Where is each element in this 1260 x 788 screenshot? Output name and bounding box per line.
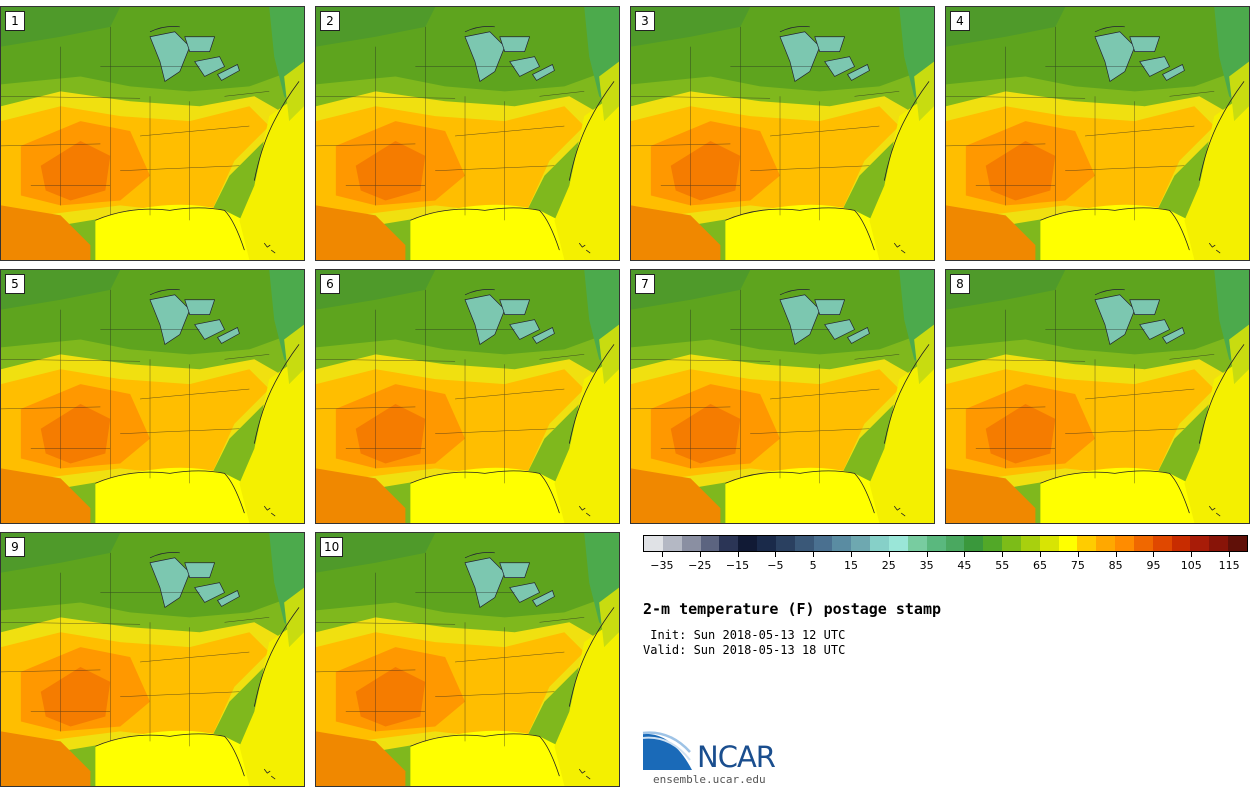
colorbar-swatch — [1190, 536, 1210, 551]
colorbar-tick-label: 25 — [881, 559, 896, 572]
colorbar-tick-label: 75 — [1070, 559, 1085, 572]
colorbar-swatch — [964, 536, 984, 551]
panel-number-label: 10 — [320, 537, 344, 557]
panel-number-label: 7 — [635, 274, 655, 294]
colorbar-swatch — [983, 536, 1003, 551]
colorbar-tick — [1153, 552, 1155, 557]
map-panel-5: 5 — [0, 269, 305, 524]
colorbar-swatch — [1115, 536, 1134, 551]
panel-number-label: 8 — [950, 274, 970, 294]
colorbar-tick — [964, 552, 966, 557]
panel-number-label: 3 — [635, 11, 655, 31]
ncar-logo-icon — [642, 731, 692, 770]
colorbar-swatch — [832, 536, 852, 551]
valid-time: Valid: Sun 2018-05-13 18 UTC — [643, 643, 846, 657]
map-panel-10: 10 — [315, 532, 620, 787]
colorbar-tick-label: −5 — [767, 559, 784, 572]
colorbar-tick-label: 65 — [1033, 559, 1048, 572]
map-panel-9: 9 — [0, 532, 305, 787]
colorbar-swatch — [813, 536, 833, 551]
panel-number-label: 9 — [5, 537, 25, 557]
colorbar-tick — [888, 552, 890, 557]
colorbar-tick — [926, 552, 928, 557]
panel-number-label: 2 — [320, 11, 340, 31]
colorbar-tick-label: −15 — [725, 559, 750, 572]
colorbar-swatch — [1096, 536, 1116, 551]
colorbar-swatch — [1020, 536, 1040, 551]
colorbar-swatch — [775, 536, 795, 551]
colorbar-tick — [1229, 552, 1231, 557]
colorbar-swatch — [1133, 536, 1153, 551]
colorbar-tick-label: 15 — [843, 559, 858, 572]
colorbar-tick — [1115, 552, 1117, 557]
map-panel-1: 1 — [0, 6, 305, 261]
colorbar-swatch — [700, 536, 720, 551]
colorbar-swatch — [1152, 536, 1172, 551]
panel-number-label: 1 — [5, 11, 25, 31]
colorbar-swatch — [1209, 536, 1229, 551]
colorbar-swatch — [681, 536, 701, 551]
map-panel-3: 3 — [630, 6, 935, 261]
panel-number-label: 4 — [950, 11, 970, 31]
colorbar-tick — [699, 552, 701, 557]
panel-number-label: 6 — [320, 274, 340, 294]
colorbar-tick-label: 5 — [809, 559, 817, 572]
colorbar-tick-label: 95 — [1146, 559, 1161, 572]
colorbar-swatch — [907, 536, 927, 551]
map-panel-7: 7 — [630, 269, 935, 524]
temperature-colorbar — [643, 535, 1248, 552]
colorbar-tick-label: 55 — [995, 559, 1010, 572]
colorbar-swatch — [888, 536, 908, 551]
colorbar-swatch — [662, 536, 682, 551]
map-panel-6: 6 — [315, 269, 620, 524]
colorbar-swatch — [1228, 536, 1247, 551]
map-panel-4: 4 — [945, 6, 1250, 261]
colorbar-swatch — [1039, 536, 1059, 551]
colorbar-swatch — [757, 536, 776, 551]
colorbar-tick-label: 115 — [1218, 559, 1240, 572]
colorbar-tick-label: 35 — [919, 559, 934, 572]
colorbar-tick-label: −25 — [688, 559, 712, 572]
colorbar-tick-label: −35 — [650, 559, 674, 572]
colorbar-swatch — [870, 536, 889, 551]
init-time: Init: Sun 2018-05-13 12 UTC — [643, 628, 846, 642]
colorbar-swatch — [738, 536, 758, 551]
logo-name: NCAR — [697, 740, 776, 774]
colorbar-tick — [850, 552, 852, 557]
colorbar-swatch — [1002, 536, 1021, 551]
colorbar-ticks: −35 −25 −15 −5 5 15 25 35 45 55 65 75 85 95 105 115 — [643, 552, 1248, 574]
colorbar-swatch — [719, 536, 739, 551]
colorbar-swatch — [794, 536, 814, 551]
colorbar-tick — [1002, 552, 1004, 557]
colorbar-tick-label: 45 — [957, 559, 972, 572]
colorbar-tick — [1191, 552, 1193, 557]
colorbar-swatch — [926, 536, 946, 551]
colorbar-tick — [1040, 552, 1042, 557]
map-panel-2: 2 — [315, 6, 620, 261]
colorbar-swatch — [1058, 536, 1078, 551]
colorbar-swatch — [1077, 536, 1097, 551]
colorbar-swatch — [945, 536, 965, 551]
colorbar-swatch — [1171, 536, 1191, 551]
colorbar-tick-label: 85 — [1108, 559, 1123, 572]
logo-url: ensemble.ucar.edu — [653, 773, 766, 786]
colorbar-tick — [661, 552, 663, 557]
colorbar-tick — [775, 552, 777, 557]
colorbar-tick-label: 105 — [1180, 559, 1202, 572]
panel-number-label: 5 — [5, 274, 25, 294]
chart-title: 2-m temperature (F) postage stamp — [643, 600, 942, 618]
colorbar-swatch — [644, 536, 663, 551]
colorbar-tick — [813, 552, 815, 557]
colorbar-tick — [1077, 552, 1079, 557]
map-panel-8: 8 — [945, 269, 1250, 524]
colorbar-swatch — [851, 536, 871, 551]
colorbar-tick — [737, 552, 739, 557]
